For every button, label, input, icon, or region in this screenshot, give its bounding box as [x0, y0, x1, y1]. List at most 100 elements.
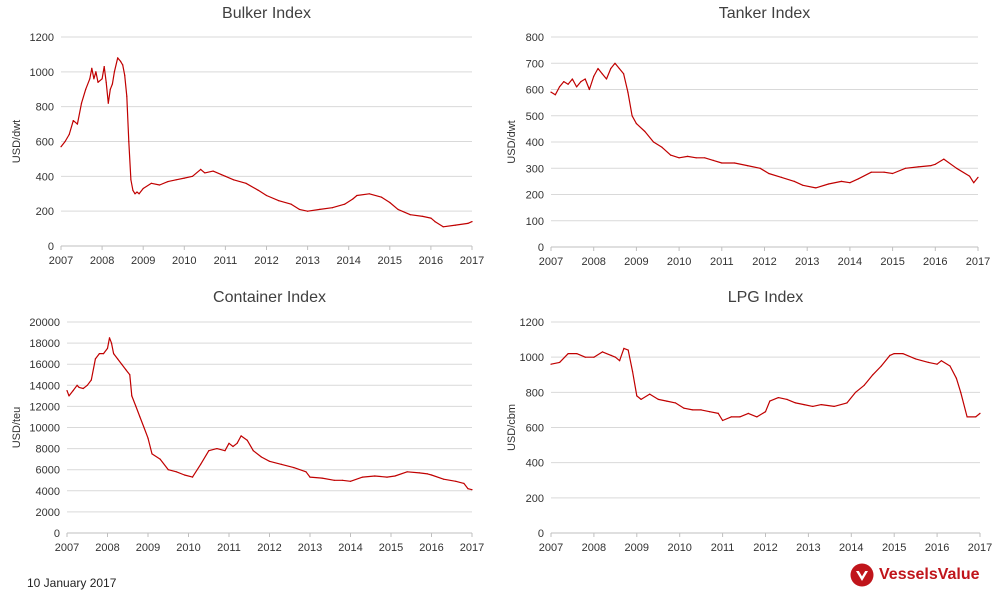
data-point	[260, 456, 262, 458]
y-tick-label: 700	[526, 58, 544, 70]
data-point	[143, 426, 145, 429]
data-point	[756, 416, 758, 418]
data-point	[78, 386, 80, 388]
x-tick-label: 2009	[131, 255, 155, 267]
y-tick-label: 18000	[29, 338, 60, 350]
data-point	[550, 363, 552, 365]
x-tick-label: 2014	[839, 542, 863, 554]
data-point	[121, 363, 123, 365]
data-point	[101, 78, 103, 80]
x-tick-label: 2014	[336, 255, 360, 267]
data-point	[386, 476, 388, 478]
y-tick-label: 0	[48, 241, 54, 253]
data-point	[434, 221, 436, 223]
y-tick-label: 8000	[36, 444, 60, 456]
data-point	[769, 400, 771, 402]
data-point	[109, 88, 111, 90]
data-point	[183, 177, 185, 179]
data-point	[93, 78, 95, 80]
data-point	[175, 179, 177, 181]
data-point	[883, 171, 885, 173]
brand-name: VesselsValue	[879, 566, 980, 583]
data-point	[584, 78, 586, 80]
series-line	[66, 337, 473, 491]
data-point	[136, 191, 138, 193]
data-point	[240, 435, 242, 437]
data-point	[135, 405, 137, 407]
data-point	[64, 140, 66, 143]
data-point	[635, 123, 638, 125]
data-point	[678, 157, 680, 159]
series-points	[550, 62, 979, 189]
data-point	[341, 479, 343, 481]
data-point	[443, 478, 445, 480]
data-point	[627, 91, 629, 93]
data-point	[103, 66, 105, 68]
data-point	[786, 398, 788, 400]
data-point	[120, 60, 122, 63]
data-point	[167, 181, 169, 183]
data-point	[90, 379, 92, 381]
data-point	[956, 167, 958, 169]
data-point	[98, 353, 100, 355]
data-point	[567, 353, 569, 355]
y-tick-label: 4000	[36, 486, 60, 498]
data-point	[381, 196, 383, 198]
y-tick-label: 2000	[36, 507, 60, 519]
data-point	[623, 73, 625, 75]
data-point	[455, 480, 457, 482]
data-point	[709, 411, 711, 413]
x-tick-label: 2015	[880, 256, 904, 268]
y-tick-label: 500	[526, 111, 544, 123]
series-points	[66, 337, 473, 491]
data-point	[463, 482, 465, 484]
data-point	[631, 115, 633, 117]
data-point	[200, 463, 202, 465]
data-point	[695, 157, 697, 159]
data-point	[66, 390, 68, 392]
y-tick-label: 400	[36, 171, 54, 183]
x-tick-label: 2015	[882, 542, 906, 554]
data-point	[183, 474, 186, 476]
data-point	[125, 368, 127, 371]
y-tick-label: 800	[526, 387, 544, 399]
y-tick-label: 10000	[29, 423, 60, 435]
data-point	[122, 64, 124, 66]
data-point	[138, 193, 140, 195]
chart-title: Container Index	[213, 289, 326, 306]
y-tick-label: 800	[36, 102, 54, 114]
data-point	[593, 75, 595, 77]
data-point	[389, 201, 391, 204]
y-tick-label: 300	[526, 163, 544, 175]
y-tick-label: 400	[526, 458, 544, 470]
data-point	[319, 208, 321, 210]
data-point	[721, 162, 723, 164]
x-tick-label: 2007	[49, 255, 73, 267]
data-point	[293, 467, 295, 469]
x-tick-label: 2007	[55, 542, 79, 554]
data-point	[657, 398, 659, 400]
data-point	[759, 167, 761, 169]
data-point	[849, 182, 851, 184]
data-point	[722, 419, 724, 422]
data-point	[374, 475, 376, 477]
y-tick-label: 1200	[520, 317, 544, 329]
data-point	[857, 178, 860, 180]
data-point	[430, 474, 433, 476]
x-tick-label: 2011	[214, 255, 238, 267]
data-point	[734, 162, 736, 164]
data-point	[220, 174, 222, 176]
y-tick-label: 1000	[520, 352, 544, 364]
x-tick-label: 2012	[257, 542, 281, 554]
data-point	[159, 458, 161, 460]
data-point	[558, 86, 561, 88]
data-point	[85, 88, 87, 90]
data-point	[580, 81, 582, 83]
y-tick-label: 6000	[36, 465, 60, 477]
x-tick-label: 2017	[460, 542, 484, 554]
y-tick-label: 16000	[29, 359, 60, 371]
data-point	[76, 384, 78, 386]
data-point	[605, 78, 608, 80]
x-tick-label: 2007	[539, 542, 563, 554]
